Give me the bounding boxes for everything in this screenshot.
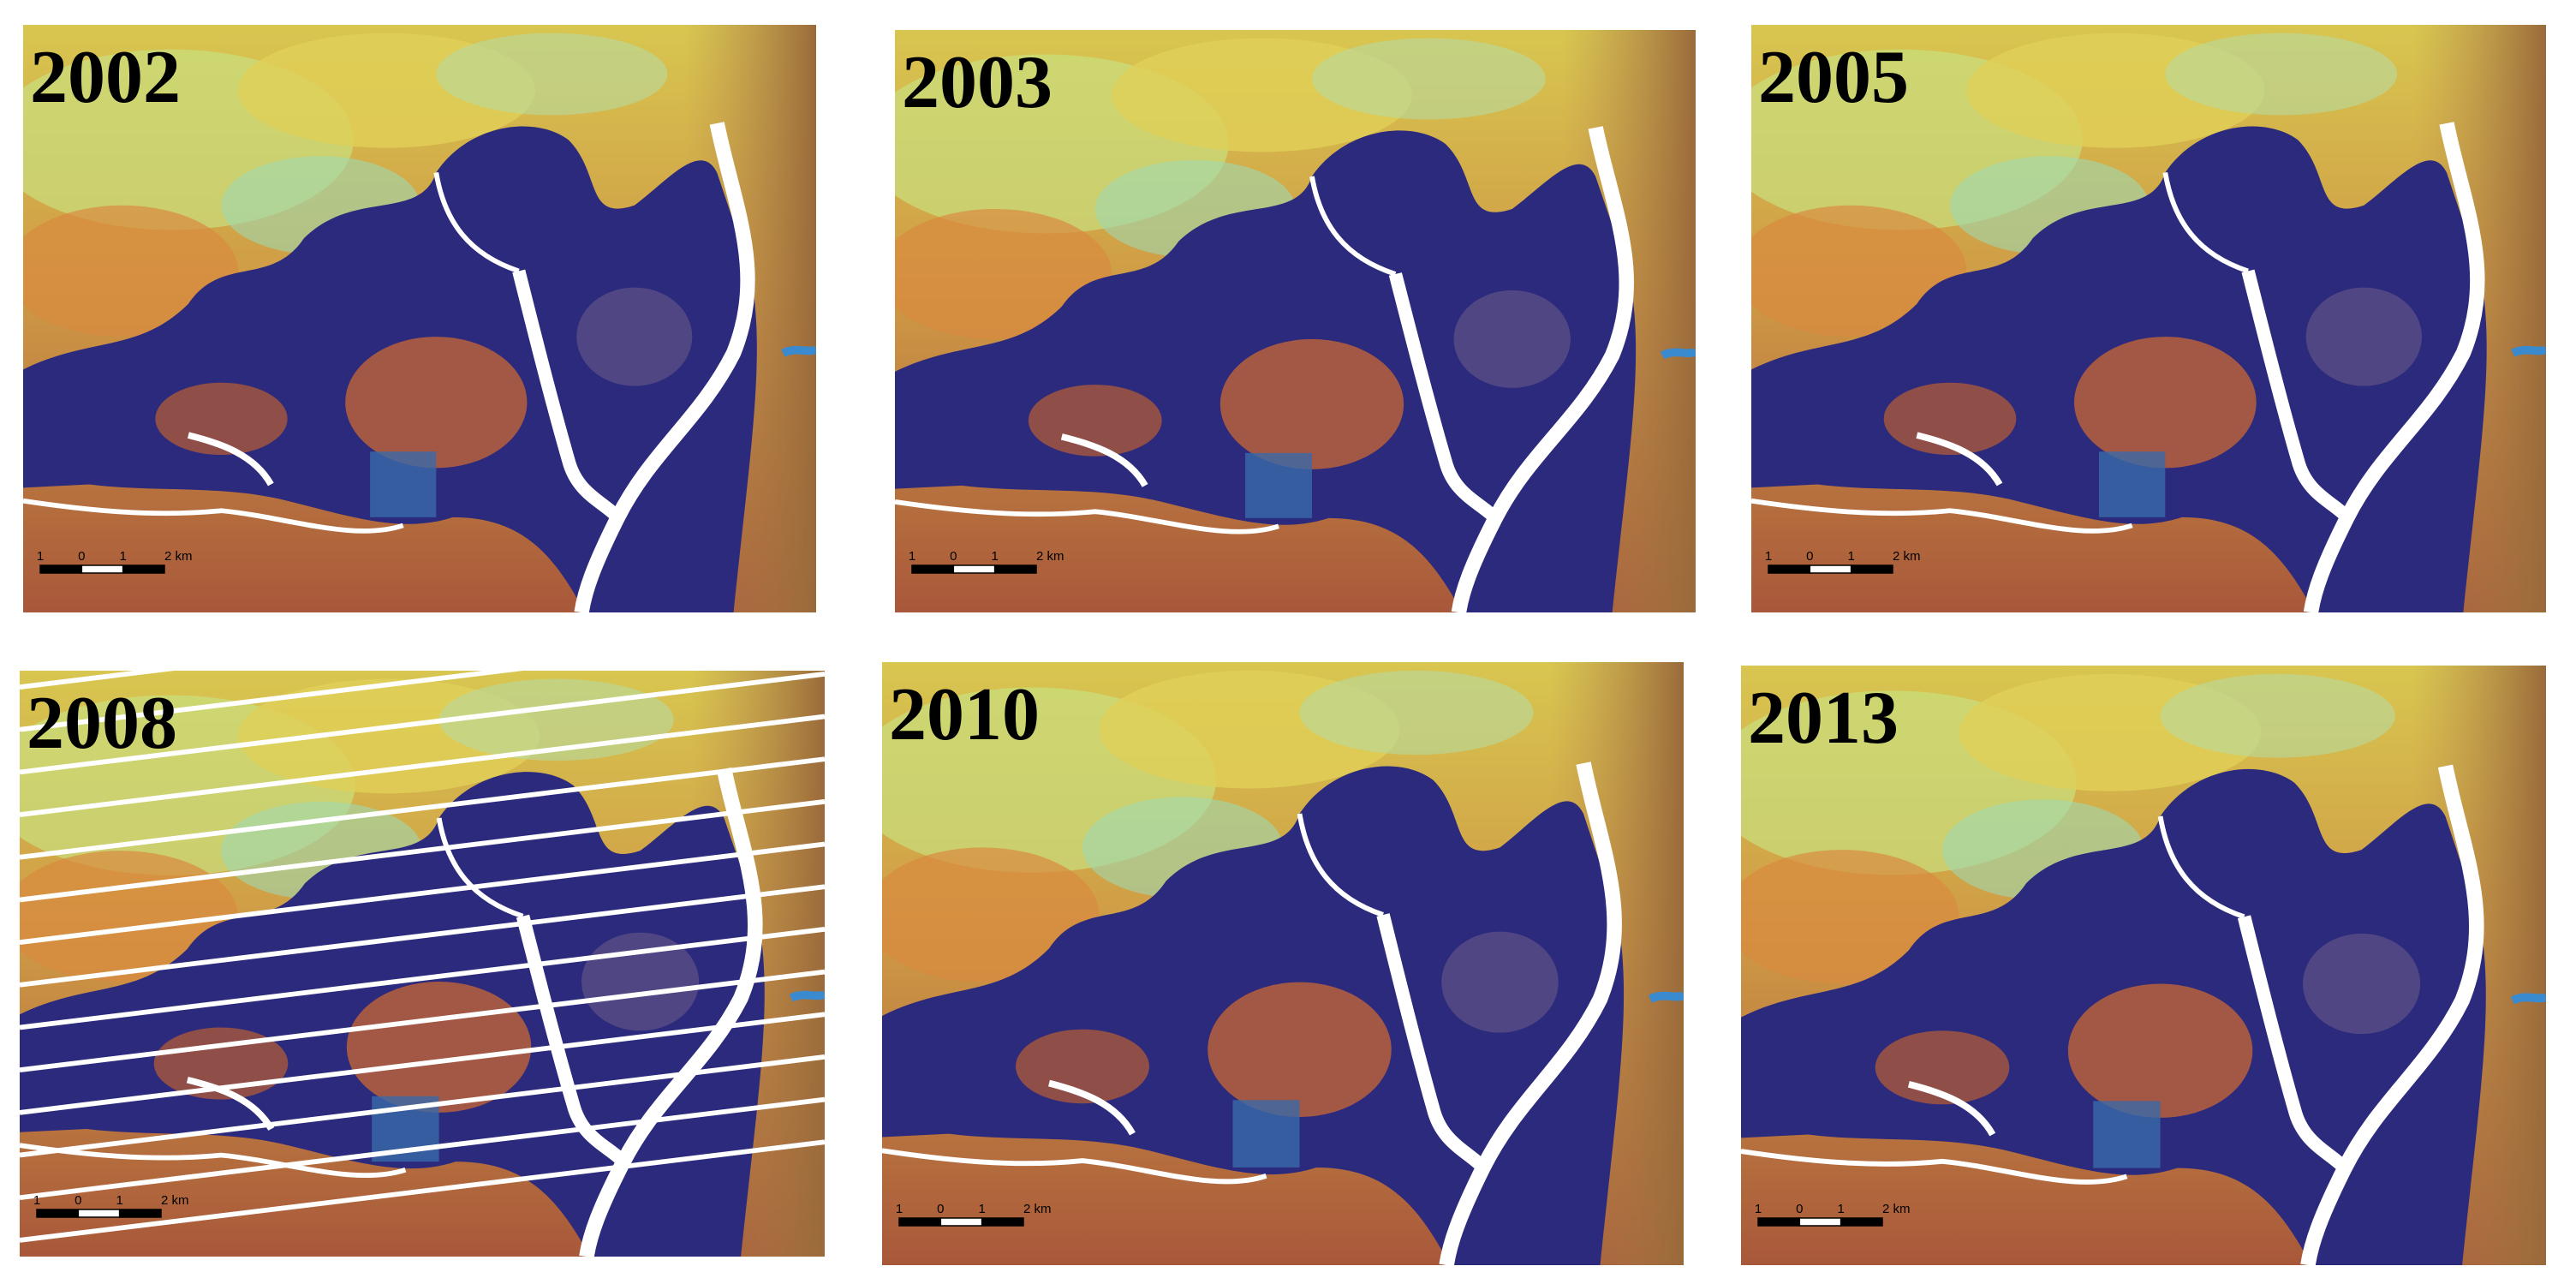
scale-label: 2 km [1036,549,1064,564]
scale-label: 1 [1755,1202,1762,1216]
scan-gap [20,1054,825,1158]
map-panel: 2005 1 0 1 2 km [1718,25,2546,612]
scan-gap [20,799,825,903]
scale-bar-segment [1768,564,1811,574]
satellite-image [20,671,825,1257]
scale-label: 1 [1765,549,1772,564]
scale-label: 2 km [164,549,193,564]
scale-bar-segment [77,1209,121,1218]
year-label: 2008 [27,682,177,765]
scale-bar-segment [981,1217,1024,1227]
scale-label: 2 km [1023,1202,1052,1216]
scale-bar-segment [1809,564,1852,574]
scan-gap [20,671,825,775]
scale-label: 2 km [1893,549,1921,564]
scale-label: 0 [75,1193,81,1208]
scale-bar-segment [39,564,83,574]
year-label: 2013 [1748,677,1899,760]
map-panel: 2003 1 0 1 2 km [862,30,1696,612]
scale-bar-segment [1850,564,1893,574]
scale-bar-segment [952,564,996,574]
year-label: 2003 [902,41,1052,124]
map-panel: 2008 1 0 1 2 km [20,671,825,1257]
scale-label: 0 [950,549,957,564]
scale-label: 0 [1806,549,1813,564]
year-label: 2002 [30,36,181,119]
scale-label: 0 [1796,1202,1803,1216]
scan-gap [20,969,825,1073]
scale-label: 1 [1837,1202,1844,1216]
scale-label: 1 [909,549,915,564]
scale-bar-segment [939,1217,983,1227]
scale-label: 1 [33,1193,40,1208]
map-panel: 2010 1 0 1 2 km [849,662,1684,1265]
scan-gap [20,927,825,1030]
scale-label: 1 [896,1202,903,1216]
scan-gap [20,884,825,988]
scale-label: 1 [991,549,998,564]
map-panel: 2002 1 0 1 2 km [0,25,816,612]
scale-bar-segment [898,1217,942,1227]
scale-label: 1 [116,1193,122,1208]
year-label: 2005 [1758,36,1909,119]
scale-label: 1 [978,1202,985,1216]
scan-gap [20,1012,825,1115]
scale-label: 0 [937,1202,944,1216]
scale-bar-segment [993,564,1037,574]
scan-gap [20,1096,825,1201]
scan-gap [20,841,825,946]
scan-gap [20,714,825,817]
map-panel: 2013 1 0 1 2 km [1708,666,2546,1265]
year-label: 2010 [889,673,1040,756]
scale-bar-segment [118,1209,162,1218]
scale-label: 1 [1847,549,1854,564]
scan-gap [20,1139,825,1243]
scale-label: 1 [37,549,44,564]
scale-bar-segment [1798,1217,1842,1227]
scale-bar-segment [122,564,165,574]
scan-gap [20,671,523,732]
scale-label: 2 km [161,1193,189,1208]
scale-label: 1 [119,549,126,564]
scale-bar-segment [1840,1217,1883,1227]
scale-bar-segment [911,564,955,574]
scale-bar-segment [80,564,124,574]
scale-bar-segment [36,1209,80,1218]
scan-gap [20,756,825,860]
scale-label: 2 km [1882,1202,1911,1216]
scale-bar-segment [1757,1217,1801,1227]
scale-label: 0 [78,549,85,564]
